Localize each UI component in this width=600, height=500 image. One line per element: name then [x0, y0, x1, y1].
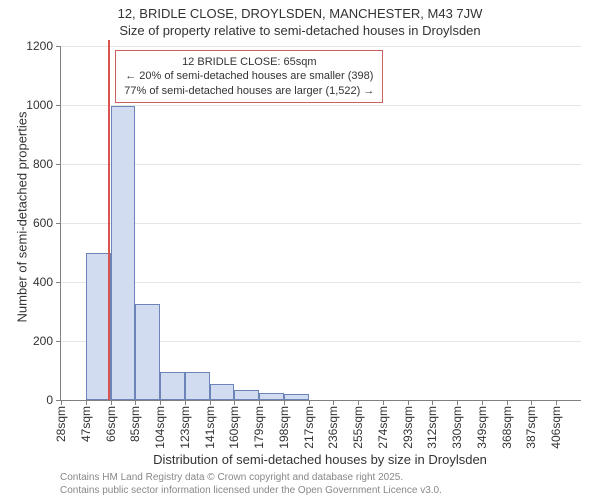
x-tick-label: 274sqm: [376, 406, 390, 449]
x-tick-label: 330sqm: [450, 406, 464, 449]
x-tick-label: 47sqm: [79, 406, 93, 442]
y-tick-label: 600: [33, 216, 61, 230]
histogram-bar: [185, 372, 210, 400]
y-tick-label: 0: [46, 393, 61, 407]
x-tick-label: 179sqm: [252, 406, 266, 449]
x-tick-label: 123sqm: [178, 406, 192, 449]
y-axis-label: Number of semi-detached properties: [15, 123, 30, 323]
x-tick-mark: [408, 400, 409, 405]
x-tick-mark: [210, 400, 211, 405]
x-tick-mark: [185, 400, 186, 405]
attribution: Contains HM Land Registry data © Crown c…: [60, 472, 442, 497]
x-tick-label: 104sqm: [153, 406, 167, 449]
attrib-line-1: Contains HM Land Registry data © Crown c…: [60, 472, 442, 485]
x-tick-mark: [432, 400, 433, 405]
x-tick-mark: [531, 400, 532, 405]
x-tick-mark: [556, 400, 557, 405]
x-tick-mark: [284, 400, 285, 405]
x-tick-label: 406sqm: [549, 406, 563, 449]
x-tick-mark: [160, 400, 161, 405]
info-line-1: 12 BRIDLE CLOSE: 65sqm: [124, 55, 374, 69]
title-line-2: Size of property relative to semi-detach…: [0, 23, 600, 40]
info-box: 12 BRIDLE CLOSE: 65sqm ← 20% of semi-det…: [115, 50, 383, 103]
info-line-3: 77% of semi-detached houses are larger (…: [124, 84, 374, 98]
x-tick-mark: [61, 400, 62, 405]
x-tick-label: 312sqm: [425, 406, 439, 449]
histogram-bar: [259, 393, 284, 400]
x-tick-mark: [111, 400, 112, 405]
x-tick-label: 387sqm: [524, 406, 538, 449]
y-tick-label: 200: [33, 334, 61, 348]
x-tick-label: 85sqm: [128, 406, 142, 442]
chart-container: { "title": { "line1": "12, BRIDLE CLOSE,…: [0, 0, 600, 500]
x-tick-mark: [135, 400, 136, 405]
x-tick-label: 141sqm: [203, 406, 217, 449]
title-line-1: 12, BRIDLE CLOSE, DROYLSDEN, MANCHESTER,…: [0, 6, 600, 23]
property-marker-line: [108, 40, 110, 400]
x-tick-mark: [507, 400, 508, 405]
y-tick-label: 800: [33, 157, 61, 171]
y-tick-label: 400: [33, 275, 61, 289]
x-tick-label: 217sqm: [302, 406, 316, 449]
histogram-bar: [284, 394, 309, 400]
x-tick-mark: [457, 400, 458, 405]
x-tick-mark: [482, 400, 483, 405]
histogram-bar: [111, 106, 136, 400]
x-tick-mark: [259, 400, 260, 405]
x-tick-mark: [358, 400, 359, 405]
x-tick-label: 349sqm: [475, 406, 489, 449]
y-tick-label: 1000: [26, 98, 61, 112]
x-tick-label: 28sqm: [54, 406, 68, 442]
histogram-bar: [160, 372, 185, 400]
y-tick-label: 1200: [26, 39, 61, 53]
histogram-bar: [86, 253, 111, 401]
x-tick-label: 293sqm: [401, 406, 415, 449]
histogram-bar: [234, 390, 259, 400]
x-axis-label: Distribution of semi-detached houses by …: [60, 452, 580, 467]
x-tick-mark: [383, 400, 384, 405]
histogram-bar: [210, 384, 235, 400]
x-tick-mark: [309, 400, 310, 405]
x-tick-label: 198sqm: [277, 406, 291, 449]
chart-title: 12, BRIDLE CLOSE, DROYLSDEN, MANCHESTER,…: [0, 0, 600, 40]
x-tick-label: 160sqm: [227, 406, 241, 449]
histogram-bar: [135, 304, 160, 400]
x-tick-label: 368sqm: [500, 406, 514, 449]
x-tick-mark: [86, 400, 87, 405]
x-tick-label: 236sqm: [326, 406, 340, 449]
attrib-line-2: Contains public sector information licen…: [60, 485, 442, 498]
plot-area: 020040060080010001200 28sqm47sqm66sqm85s…: [60, 46, 581, 401]
info-line-2: ← 20% of semi-detached houses are smalle…: [124, 69, 374, 83]
x-tick-label: 66sqm: [104, 406, 118, 442]
x-tick-mark: [333, 400, 334, 405]
x-tick-mark: [234, 400, 235, 405]
x-tick-label: 255sqm: [351, 406, 365, 449]
